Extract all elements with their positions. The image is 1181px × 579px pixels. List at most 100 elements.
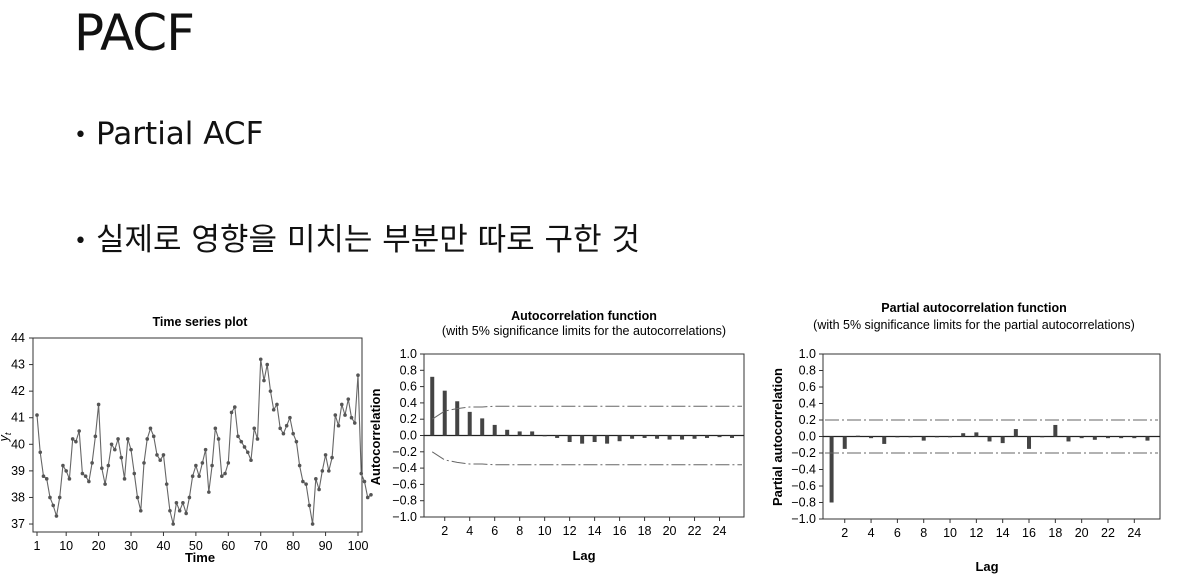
y-tick-label: 0.4 (400, 396, 417, 410)
y-tick-label: 41 (11, 411, 25, 425)
x-tick-label: 6 (894, 526, 901, 540)
y-tick-label: 42 (11, 384, 25, 398)
series-line (36, 359, 372, 525)
data-point (314, 477, 318, 481)
chart-subtitle: (with 5% significance limits for the par… (813, 318, 1135, 332)
data-point (229, 410, 234, 415)
data-point (310, 522, 315, 526)
data-point (122, 477, 127, 481)
correlation-bar (829, 436, 834, 503)
y-tick-label: −0.4 (791, 463, 816, 477)
correlation-bar (530, 431, 535, 436)
data-point (83, 474, 88, 478)
y-tick-label: −1.0 (791, 512, 816, 526)
data-point (291, 431, 295, 436)
data-point (336, 423, 341, 428)
correlation-bar (567, 435, 572, 443)
x-tick-label: 14 (588, 524, 602, 538)
time-series-chart: Time series plot Time 37 38 39 40 41 42 43 44 1 1… (0, 315, 373, 565)
y-tick-label: 40 (11, 437, 25, 451)
correlation-bar (717, 435, 722, 438)
data-point (184, 511, 188, 516)
y-tick-label: 0.4 (799, 397, 816, 411)
data-point (51, 503, 56, 508)
data-point (349, 415, 354, 420)
data-point (369, 492, 373, 497)
y-tick-label: 0.8 (799, 364, 816, 378)
upper-significance-limit (431, 405, 742, 420)
data-point (116, 437, 120, 441)
correlation-bar (974, 432, 979, 437)
data-point (41, 474, 46, 478)
x-tick-label: 2 (841, 526, 848, 540)
correlation-bar (542, 435, 547, 437)
data-point (80, 471, 85, 476)
data-point (129, 447, 133, 452)
data-point (271, 407, 276, 412)
data-point (304, 482, 308, 486)
pacf-chart: Partial autocorrelation function (with 5… (770, 301, 1161, 574)
bullet-text: 실제로 영향을 미치는 부분만 따로 구한 것 (96, 222, 640, 258)
bullet-text: Partial ACF (96, 116, 264, 152)
correlation-bar (492, 424, 497, 436)
data-point (343, 413, 347, 417)
x-tick-label: 100 (348, 539, 369, 553)
data-point (365, 495, 370, 500)
bullet-dot-icon: • (74, 229, 87, 254)
x-axis-label: Lag (572, 548, 595, 563)
y-axis-label: Partial autocorrelation (770, 368, 785, 506)
x-tick-label: 80 (286, 539, 300, 553)
x-tick-label: 16 (613, 524, 627, 538)
x-tick-label: 10 (943, 526, 957, 540)
x-axis-label: Time (185, 550, 215, 565)
correlation-bar (642, 435, 647, 438)
data-point (145, 437, 150, 441)
data-point (54, 514, 59, 518)
correlation-bar (442, 390, 447, 436)
chart-subtitle: (with 5% significance limits for the aut… (442, 324, 726, 338)
data-point (177, 508, 182, 513)
correlation-bar (517, 431, 522, 436)
lower-significance-limit (431, 451, 742, 466)
x-axis-label: Lag (975, 559, 998, 574)
x-tick-label: 4 (466, 524, 473, 538)
x-tick-label: 18 (1048, 526, 1062, 540)
correlation-bar (948, 436, 953, 438)
data-point (278, 426, 282, 431)
data-point (294, 439, 299, 444)
data-point (320, 469, 325, 473)
correlation-bar (505, 429, 510, 436)
data-point (268, 389, 273, 393)
data-point (96, 402, 101, 407)
y-axis-label: Autocorrelation (368, 389, 383, 486)
y-tick-label: −0.2 (392, 445, 417, 459)
x-tick-label: 14 (996, 526, 1010, 540)
x-tick-label: 22 (688, 524, 702, 538)
x-tick-label: 20 (92, 539, 106, 553)
x-tick-label: 12 (563, 524, 577, 538)
data-point (67, 477, 72, 481)
data-point (48, 495, 52, 500)
data-point (317, 487, 321, 492)
x-tick-label: 4 (868, 526, 875, 540)
y-tick-label: 39 (11, 464, 25, 478)
data-point (106, 463, 111, 468)
data-point (210, 463, 214, 468)
correlation-bar (455, 401, 460, 436)
x-tick-label: 2 (441, 524, 448, 538)
y-tick-label: −0.6 (791, 479, 816, 493)
correlation-bar (1105, 436, 1110, 439)
correlation-bar (1145, 436, 1150, 441)
data-point (207, 490, 211, 494)
data-point (249, 458, 253, 463)
correlation-bar (921, 436, 926, 441)
data-point (323, 453, 328, 457)
data-point (74, 439, 78, 444)
x-tick-label: 20 (663, 524, 677, 538)
y-tick-label: 0.2 (400, 412, 417, 426)
data-point (158, 458, 163, 463)
correlation-bar (467, 411, 472, 436)
chart-title: Partial autocorrelation function (881, 301, 1066, 315)
data-point (197, 474, 201, 478)
data-point (77, 429, 81, 433)
